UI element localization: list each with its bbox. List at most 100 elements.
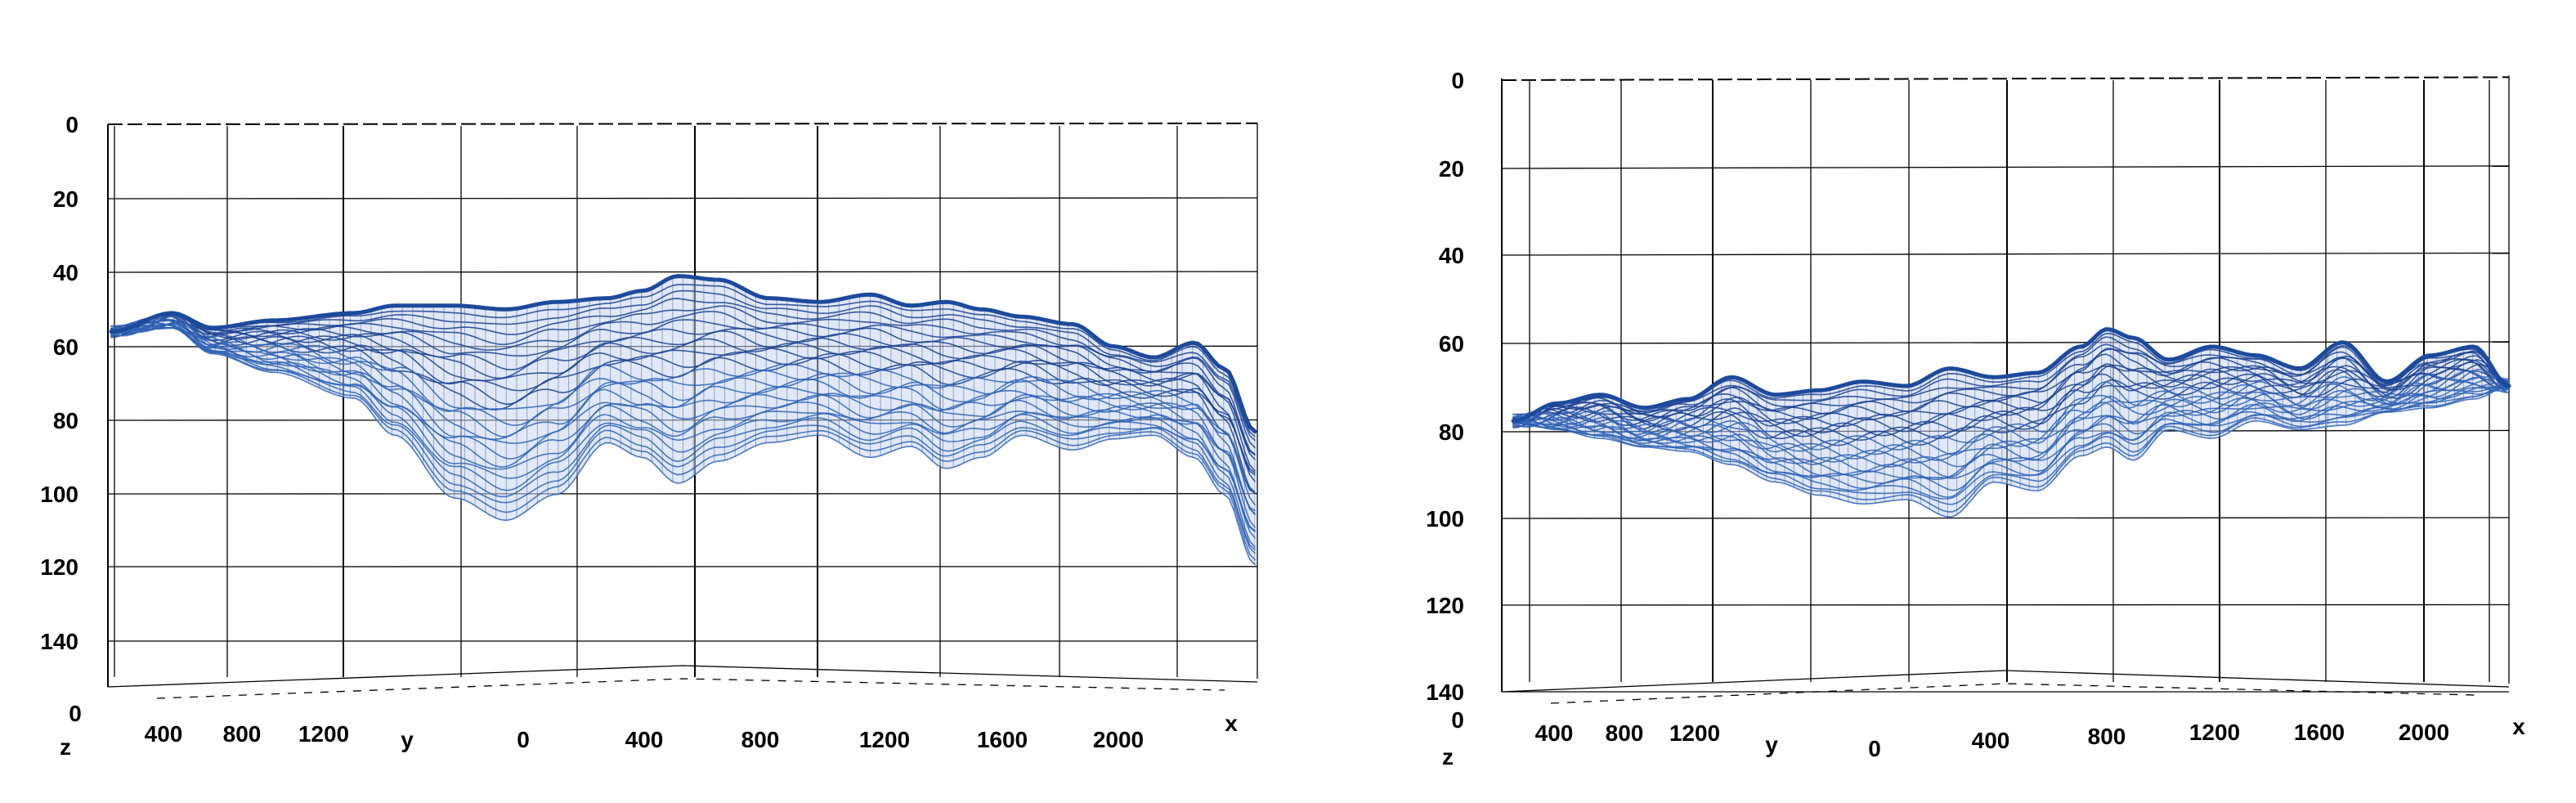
right-x-tick-label: 800: [2088, 724, 2126, 749]
right-y-tick-label: 800: [1606, 720, 1644, 746]
right-surface-mesh-line: [1512, 363, 2510, 434]
right-y-tick-label: 0: [1451, 707, 1464, 733]
left-surface: [109, 274, 1257, 566]
right-surface-mesh-line: [1512, 384, 2510, 505]
right-grid-hline: [1501, 165, 2510, 169]
right-surface-mesh-line: [1512, 343, 2510, 419]
left-surface-mesh-line: [110, 323, 1256, 548]
left-x-tick-label: 2000: [1093, 727, 1144, 752]
right-x-axis-label: x: [2512, 714, 2525, 739]
left-z-tick-label: 80: [53, 408, 78, 433]
right-surface-mesh-line: [1512, 385, 2510, 513]
right-z-tick-label: 0: [1451, 68, 1464, 93]
right-y-tick-label: 400: [1535, 720, 1574, 746]
left-surface-mesh-line: [110, 326, 1256, 539]
left-z-tick-label: 0: [65, 112, 78, 137]
left-y-tick-label: 0: [69, 701, 82, 726]
right-surface: [1511, 327, 2511, 518]
right-floor-line: [1501, 670, 2510, 693]
left-surface-mesh-line: [110, 298, 1256, 449]
left-surface-envelope: [111, 276, 1255, 565]
left-z-tick-label: 120: [40, 554, 78, 580]
left-floor-line: [107, 665, 1258, 688]
left-floor-line: [156, 678, 1225, 699]
left-y-tick-label: 800: [223, 721, 262, 747]
left-surface-mesh-line: [110, 314, 1256, 494]
left-y-tick-label: 1200: [298, 721, 349, 747]
left-x-tick-label: 400: [625, 727, 664, 752]
right-z-tick-label: 140: [1426, 680, 1464, 705]
right-x-tick-label: 0: [1868, 736, 1881, 761]
left-surface-mesh-line: [110, 312, 1256, 476]
right-z-tick-label: 80: [1439, 419, 1464, 445]
right-surface-mesh-line: [1512, 381, 2510, 479]
left-x-tick-label: 1200: [859, 727, 910, 752]
right-floor-line: [1550, 683, 2477, 704]
right-x-tick-label: 2000: [2399, 720, 2449, 745]
right-surface-mesh-line: [1512, 387, 2510, 498]
left-surface-mesh-line: [110, 284, 1256, 437]
right-y-tick-label: 1200: [1669, 720, 1720, 746]
left-z-tick-label: 100: [40, 482, 78, 507]
right-x-tick-label: 1200: [2189, 720, 2240, 745]
right-surface-mesh-line: [1512, 382, 2510, 491]
right-surface-mesh-line: [1512, 363, 2510, 437]
surface-plot-right: 0 20 40 60 80 100 120 140 0 z 400 800 1200 y 0 400 800 12…: [1288, 0, 2576, 803]
left-surface-mesh-line: [110, 321, 1256, 482]
left-grid-hline: [107, 197, 1258, 200]
surface-plot-left-svg: 0 20 40 60 80 100 120 140 0 z 400 800 1200 y 0 400 800 12…: [40, 112, 1258, 760]
left-x-tick-label: 1600: [977, 727, 1028, 752]
left-surface-mesh-line: [110, 323, 1256, 515]
left-surface-mesh-line: [110, 316, 1256, 473]
right-z-tick-label: 40: [1439, 243, 1464, 268]
left-x-tick-label: 0: [517, 727, 530, 752]
right-surface-mesh-line: [1512, 378, 2510, 464]
right-z-tick-label: 20: [1439, 156, 1464, 182]
right-grid-hline: [1501, 341, 2510, 344]
right-z-axis-label: z: [1442, 744, 1454, 769]
left-grid-hline: [107, 271, 1258, 273]
left-x-axis-label: x: [1225, 711, 1238, 736]
left-surface-mesh-line: [110, 326, 1256, 554]
left-surface-mesh-line: [110, 289, 1256, 442]
right-x-tick-label: 1600: [2294, 720, 2345, 745]
right-grid-hline: [1501, 252, 2510, 256]
left-surface-mesh-line: [110, 326, 1256, 561]
left-surface-mesh-line: [110, 319, 1256, 460]
left-surface-mesh-line: [110, 322, 1256, 532]
left-surface-mesh-line: [110, 321, 1256, 528]
left-x-tick-label: 800: [741, 727, 780, 752]
right-z-tick-label: 100: [1426, 506, 1464, 532]
left-surface-mesh-line: [110, 315, 1256, 515]
right-grid-hline: [1501, 603, 2510, 606]
right-surface-mesh-line: [1512, 368, 2510, 456]
left-grid-hline: [107, 122, 1258, 125]
left-surface-mesh-line: [110, 314, 1256, 495]
surface-plot-left: 0 20 40 60 80 100 120 140 0 z 400 800 1200 y 0 400 800 12…: [40, 112, 1258, 760]
right-surface-mesh-line: [1512, 355, 2510, 424]
right-surface-mesh-line: [1512, 336, 2510, 422]
left-surface-mesh-line: [110, 311, 1256, 456]
left-surface-mesh-line: [110, 314, 1256, 472]
right-y-axis-label: y: [1765, 732, 1778, 757]
right-z-tick-label: 120: [1426, 593, 1464, 618]
left-surface-top-edge: [109, 274, 1257, 434]
left-z-tick-label: 20: [53, 186, 78, 212]
left-z-tick-label: 40: [53, 260, 78, 285]
right-surface-mesh-line: [1512, 385, 2510, 518]
right-x-tick-label: 400: [1972, 728, 2010, 753]
left-surface-mesh-line: [110, 327, 1256, 566]
right-grid-hline: [1501, 76, 2510, 81]
left-y-axis-label: y: [401, 727, 414, 752]
left-z-tick-label: 140: [40, 629, 78, 654]
right-surface-mesh-line: [1512, 374, 2510, 451]
right-surface-mesh-line: [1512, 378, 2510, 468]
left-surface-mesh-line: [110, 321, 1256, 506]
left-z-tick-label: 60: [53, 334, 78, 360]
left-surface-mesh-line: [110, 317, 1256, 512]
right-surface-top-edge: [1511, 327, 2511, 424]
left-z-axis-label: z: [60, 734, 71, 760]
left-y-tick-label: 400: [145, 721, 183, 747]
right-z-tick-label: 60: [1439, 331, 1464, 357]
